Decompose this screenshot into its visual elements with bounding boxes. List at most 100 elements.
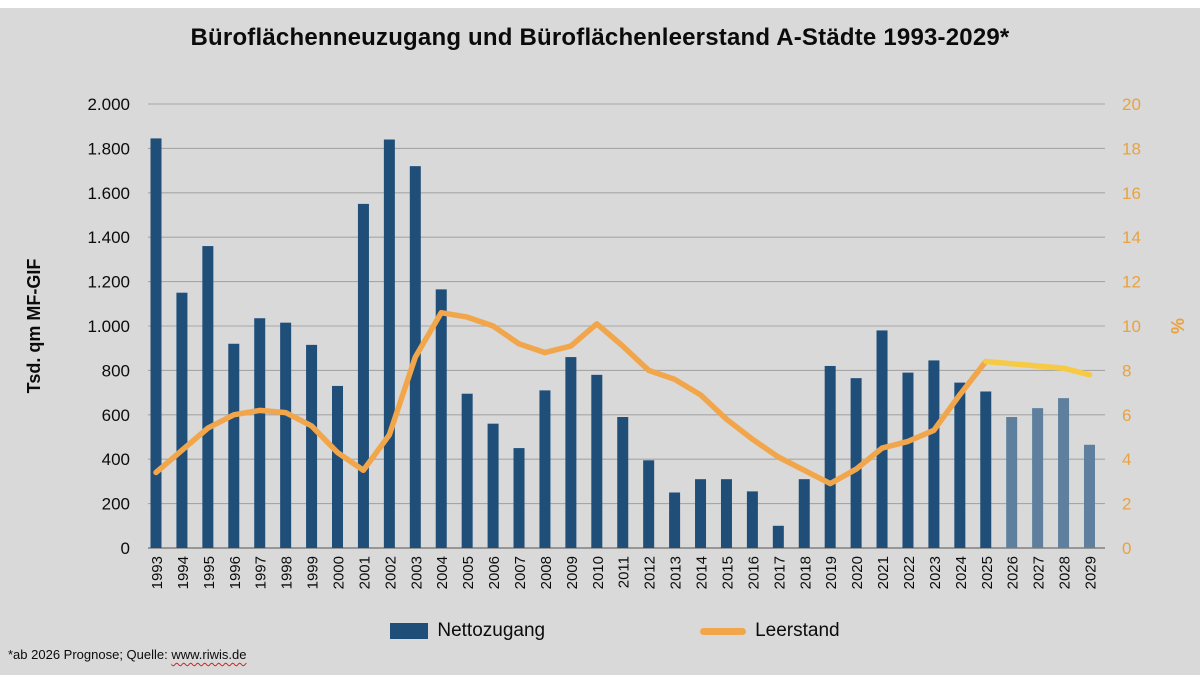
y-right-tick-label: 18: [1122, 139, 1141, 158]
leerstand-line: [153, 309, 989, 487]
x-year-label: 2018: [797, 556, 814, 589]
bar-swatch-icon: [390, 623, 429, 639]
y-left-tick-label: 2.000: [87, 95, 130, 114]
bar-2028: [1058, 398, 1070, 548]
y-right-tick-label: 14: [1122, 228, 1141, 247]
line-swatch-icon: [700, 627, 747, 635]
y-right-axis-title: %: [1168, 318, 1188, 334]
leerstand-line-forecast: [983, 358, 1093, 378]
bar-2005: [461, 393, 473, 548]
x-year-label: 2023: [927, 556, 944, 589]
y-left-tick-label: 1.800: [87, 139, 130, 158]
y-left-tick-label: 600: [102, 406, 130, 425]
bar-2010: [591, 374, 603, 548]
bar-1996: [228, 343, 240, 548]
bar-1993: [150, 138, 162, 548]
x-year-label: 2001: [356, 556, 373, 589]
bar-2020: [850, 378, 862, 548]
x-year-label: 2011: [616, 556, 633, 588]
bar-2026: [1006, 417, 1018, 548]
x-year-label: 2010: [590, 556, 607, 589]
y-left-tick-label: 400: [102, 450, 130, 469]
x-year-label: 2020: [849, 556, 866, 589]
bar-2022: [902, 372, 914, 548]
x-year-label: 2005: [460, 556, 477, 589]
x-year-label: 2025: [979, 556, 996, 589]
y-right-tick-label: 16: [1122, 184, 1141, 203]
x-year-label: 2003: [408, 556, 425, 589]
bar-2000: [332, 385, 344, 548]
x-year-label: 2022: [901, 556, 918, 589]
x-year-label: 1993: [149, 556, 166, 589]
y-right-tick-label: 6: [1122, 406, 1131, 425]
y-left-tick-label: 200: [102, 495, 130, 514]
x-year-label: 2027: [1031, 556, 1048, 589]
y-left-tick-label: 0: [121, 539, 130, 558]
legend-label-nettozugang: Nettozugang: [437, 620, 546, 641]
x-year-label: 1994: [175, 556, 192, 589]
x-year-label: 1997: [253, 556, 270, 589]
chart-title: Büroflächenneuzugang und Büroflächenleer…: [190, 24, 1010, 51]
x-year-label: 2017: [771, 556, 788, 589]
bar-2017: [772, 525, 784, 548]
top-white-strip: [0, 0, 1200, 8]
y-right-tick-label: 0: [1122, 539, 1131, 558]
x-year-label: 2028: [1057, 556, 1074, 589]
y-left-tick-label: 1.600: [87, 184, 130, 203]
x-year-label: 2004: [434, 556, 451, 589]
x-year-label: 2000: [331, 556, 348, 589]
x-year-label: 2014: [694, 556, 711, 589]
x-year-label: 1998: [279, 556, 296, 589]
bar-2011: [617, 417, 629, 548]
x-year-label: 2021: [875, 556, 892, 589]
y-right-tick-label: 2: [1122, 495, 1131, 514]
footnote-text: *ab 2026 Prognose; Quelle:: [8, 647, 172, 662]
x-year-label: 2026: [1005, 556, 1022, 589]
y-right-tick-label: 12: [1122, 273, 1141, 292]
footnote: *ab 2026 Prognose; Quelle: www.riwis.de: [8, 647, 246, 662]
bar-2006: [487, 423, 499, 548]
bar-2012: [643, 460, 655, 548]
x-year-label: 2015: [719, 556, 736, 589]
x-year-label: 1996: [227, 556, 244, 589]
legend: Nettozugang Leerstand: [30, 620, 1200, 642]
bar-2019: [824, 365, 836, 548]
x-year-label: 2012: [642, 556, 659, 589]
bar-2004: [435, 289, 447, 548]
bar-2014: [695, 479, 707, 548]
bar-1998: [280, 322, 292, 548]
y-left-tick-label: 800: [102, 361, 130, 380]
bar-2007: [513, 448, 525, 548]
bar-2001: [357, 203, 369, 548]
y-left-tick-label: 1.000: [87, 317, 130, 336]
y-left-axis-title: Tsd. qm MF-GIF: [24, 259, 44, 394]
x-year-label: 1999: [305, 556, 322, 589]
bar-2002: [383, 139, 395, 548]
legend-item-leerstand: Leerstand: [700, 620, 840, 642]
bar-1999: [306, 344, 318, 548]
x-year-label: 2013: [668, 556, 685, 589]
bar-2008: [539, 390, 551, 548]
x-year-label: 2009: [564, 556, 581, 589]
bar-1994: [176, 292, 188, 548]
x-year-label: 2008: [538, 556, 555, 589]
source-link[interactable]: www.riwis.de: [171, 647, 247, 662]
bar-2009: [565, 357, 577, 548]
bar-2029: [1083, 444, 1095, 548]
legend-item-nettozugang: Nettozugang: [390, 620, 545, 642]
bar-2027: [1032, 408, 1044, 548]
bar-2021: [876, 330, 888, 548]
bar-2018: [798, 479, 810, 548]
x-year-label: 2002: [382, 556, 399, 589]
x-year-label: 2007: [512, 556, 529, 589]
bar-1995: [202, 246, 214, 548]
y-left-tick-label: 1.200: [87, 273, 130, 292]
bar-2024: [954, 382, 966, 548]
x-year-label: 2019: [823, 556, 840, 589]
y-right-tick-label: 4: [1122, 450, 1131, 469]
bar-2013: [669, 492, 681, 548]
y-right-tick-label: 8: [1122, 361, 1131, 380]
bar-2023: [928, 360, 940, 548]
